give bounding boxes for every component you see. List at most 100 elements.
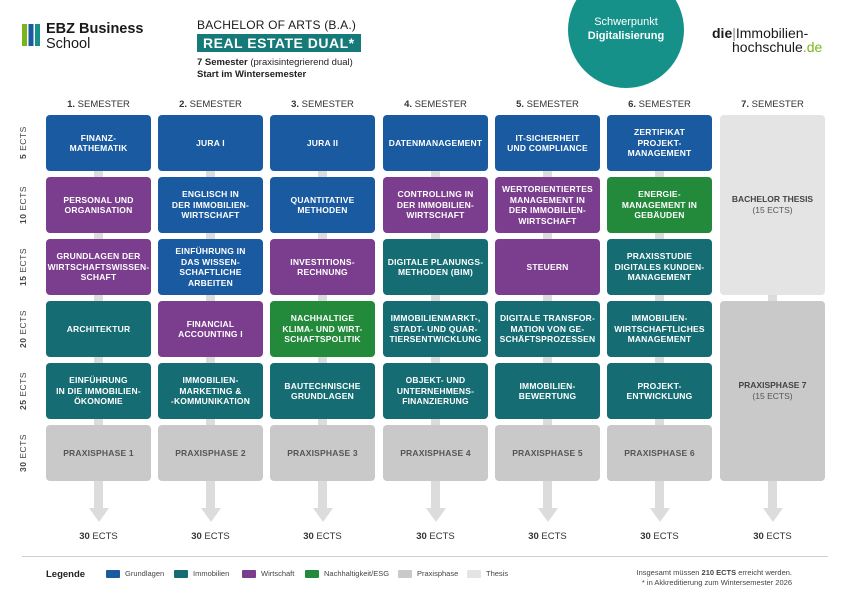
ebz-logo-text: EBZ Business School — [46, 22, 144, 52]
ects-note: Insgesamt müssen 210 ECTS erreicht werde… — [560, 568, 793, 588]
row-label-6: 30 ECTS — [18, 425, 38, 481]
module-label: IMMOBILIEN- WIRTSCHAFTLICHES MANAGEMENT — [614, 313, 705, 345]
semester-2-header-unit: SEMESTER — [187, 99, 242, 110]
legend-swatch-wirtschaft — [242, 569, 256, 578]
semester-1-header-num: 1. — [67, 99, 76, 110]
semester-3-total-unit: ECTS — [313, 531, 342, 542]
ebz-logo: EBZ Business School — [22, 22, 152, 54]
semester-1-arrow-icon — [88, 508, 109, 522]
ects-note-post: erreicht werden. — [736, 568, 792, 577]
legend-item-immobilien: Immobilien — [174, 569, 229, 578]
row-label-2: 10 ECTS — [18, 177, 38, 233]
legend-swatch-immobilien — [174, 569, 188, 578]
module-label: INVESTITIONS- RECHNUNG — [290, 256, 355, 278]
row-label-6-num: 30 — [18, 461, 28, 472]
module-label: CONTROLLING IN DER IMMOBILIEN- WIRTSCHAF… — [396, 189, 475, 221]
module-label: PRAXISPHASE 5 — [512, 447, 583, 458]
semester-4-total-num: 30 — [416, 531, 427, 542]
semester-6-header-num: 6. — [628, 99, 637, 110]
semester-3-total-num: 30 — [303, 531, 314, 542]
legend-label-thesis: Thesis — [486, 569, 509, 578]
semester-count: 7 Semester — [197, 57, 248, 68]
module-s1-r4: ARCHITEKTUR — [46, 301, 151, 357]
logo-right-tld: .de — [802, 39, 823, 55]
praxisphase-7-block: PRAXISPHASE 7 (15 ECTS) — [720, 301, 825, 481]
semester-3-total: 30 ECTS — [268, 531, 378, 542]
semester-2-total: 30 ECTS — [156, 531, 266, 542]
module-s1-r5: EINFÜHRUNG IN DIE IMMOBILIEN- ÖKONOMIE — [46, 363, 151, 419]
row-label-4-num: 20 — [18, 337, 28, 348]
module-label: JURA I — [196, 137, 225, 148]
module-s3-r1: JURA II — [270, 115, 375, 171]
semester-6-header-unit: SEMESTER — [636, 99, 691, 110]
row-label-5: 25 ECTS — [18, 363, 38, 419]
semester-2-total-num: 30 — [191, 531, 202, 542]
module-s4-r4: IMMOBILIENMARKT-, STADT- UND QUAR- TIERS… — [383, 301, 488, 357]
row-label-3: 15 ECTS — [18, 239, 38, 295]
legend-label-wirtschaft: Wirtschaft — [261, 569, 295, 578]
semester-7-header-unit: SEMESTER — [749, 99, 804, 110]
program-title-block: BACHELOR OF ARTS (B.A.) REAL ESTATE DUAL… — [197, 18, 397, 80]
ebz-logo-mark-icon — [22, 24, 40, 46]
module-s4-r1: DATENMANAGEMENT — [383, 115, 488, 171]
row-label-6-unit: ECTS — [18, 434, 28, 462]
semester-1-total: 30 ECTS — [44, 531, 154, 542]
semester-7-total-num: 30 — [753, 531, 764, 542]
row-label-3-unit: ECTS — [18, 248, 28, 276]
module-s2-r3: EINFÜHRUNG IN DAS WISSEN- SCHAFTLICHE AR… — [158, 239, 263, 295]
module-s5-r6: PRAXISPHASE 5 — [495, 425, 600, 481]
semester-4-total: 30 ECTS — [381, 531, 491, 542]
ects-note-total: 210 ECTS — [701, 568, 737, 577]
row-label-5-num: 25 — [18, 399, 28, 410]
legend-divider — [22, 556, 828, 557]
module-label: ENGLISCH IN DER IMMOBILIEN- WIRTSCHAFT — [171, 189, 250, 221]
ects-total-note: Insgesamt müssen 210 ECTS erreicht werde… — [560, 568, 793, 578]
module-label: DIGITALE TRANSFOR- MATION VON GE- SCHÄFT… — [499, 313, 596, 345]
module-label: ARCHITEKTUR — [66, 323, 131, 334]
module-label: GRUNDLAGEN DER WIRTSCHAFTSWISSEN- SCHAFT — [47, 251, 150, 283]
module-label: FINANCIAL ACCOUNTING I — [178, 318, 243, 340]
focus-badge: Schwerpunkt Digitalisierung — [568, 0, 684, 88]
module-s2-r5: IMMOBILIEN- MARKETING & -KOMMUNIKATION — [158, 363, 263, 419]
module-s4-r2: CONTROLLING IN DER IMMOBILIEN- WIRTSCHAF… — [383, 177, 488, 233]
semester-3-header-num: 3. — [291, 99, 300, 110]
module-s1-r1: FINANZ- MATHEMATIK — [46, 115, 151, 171]
logo-right-die: die — [712, 25, 733, 41]
module-s6-r5: PROJEKT- ENTWICKLUNG — [607, 363, 712, 419]
logo-right-word1: Immobilien- — [735, 25, 809, 41]
module-s5-r4: DIGITALE TRANSFOR- MATION VON GE- SCHÄFT… — [495, 301, 600, 357]
legend-label-nachhaltigkeit: Nachhaltigkeit/ESG — [324, 569, 390, 578]
module-s6-r1: ZERTIFIKAT PROJEKT- MANAGEMENT — [607, 115, 712, 171]
module-s5-r1: IT-SICHERHEIT UND COMPLIANCE — [495, 115, 600, 171]
row-label-3-num: 15 — [18, 275, 28, 286]
module-s6-r4: IMMOBILIEN- WIRTSCHAFTLICHES MANAGEMENT — [607, 301, 712, 357]
module-label: PRAXISPHASE 4 — [400, 447, 471, 458]
semester-1-header-unit: SEMESTER — [75, 99, 130, 110]
immobilienhochschule-logo: die|Immobilien- hochschule.de — [712, 26, 832, 54]
legend-swatch-thesis — [467, 569, 481, 578]
semester-info: 7 Semester (praxisintegrierend dual) — [197, 57, 397, 68]
module-label: IT-SICHERHEIT UND COMPLIANCE — [507, 132, 588, 154]
row-label-4-unit: ECTS — [18, 310, 28, 338]
module-s2-r1: JURA I — [158, 115, 263, 171]
row-label-1-unit: ECTS — [18, 126, 28, 155]
module-label: QUANTITATIVE METHODEN — [290, 194, 355, 216]
row-label-2-num: 10 — [18, 213, 28, 224]
legend-item-wirtschaft: Wirtschaft — [242, 569, 294, 578]
semester-4-header-unit: SEMESTER — [412, 99, 467, 110]
module-s6-r6: PRAXISPHASE 6 — [607, 425, 712, 481]
module-label: PRAXISPHASE 1 — [63, 447, 134, 458]
module-label: IMMOBILIEN- BEWERTUNG — [518, 380, 577, 402]
semester-7-total: 30 ECTS — [718, 531, 828, 542]
module-s2-r6: PRAXISPHASE 2 — [158, 425, 263, 481]
row-label-5-unit: ECTS — [18, 372, 28, 400]
legend-label-immobilien: Immobilien — [193, 569, 230, 578]
module-s4-r5: OBJEKT- UND UNTERNEHMENS- FINANZIERUNG — [383, 363, 488, 419]
legend-swatch-praxisphase — [398, 569, 412, 578]
module-s6-r2: ENERGIE- MANAGEMENT IN GEBÄUDEN — [607, 177, 712, 233]
module-s6-r3: PRAXISSTUDIE DIGITALES KUNDEN- MANAGEMEN… — [607, 239, 712, 295]
semester-1-header: 1. SEMESTER — [44, 99, 154, 110]
semester-5-total-num: 30 — [528, 531, 539, 542]
row-label-1: 5 ECTS — [18, 115, 38, 171]
module-s3-r6: PRAXISPHASE 3 — [270, 425, 375, 481]
